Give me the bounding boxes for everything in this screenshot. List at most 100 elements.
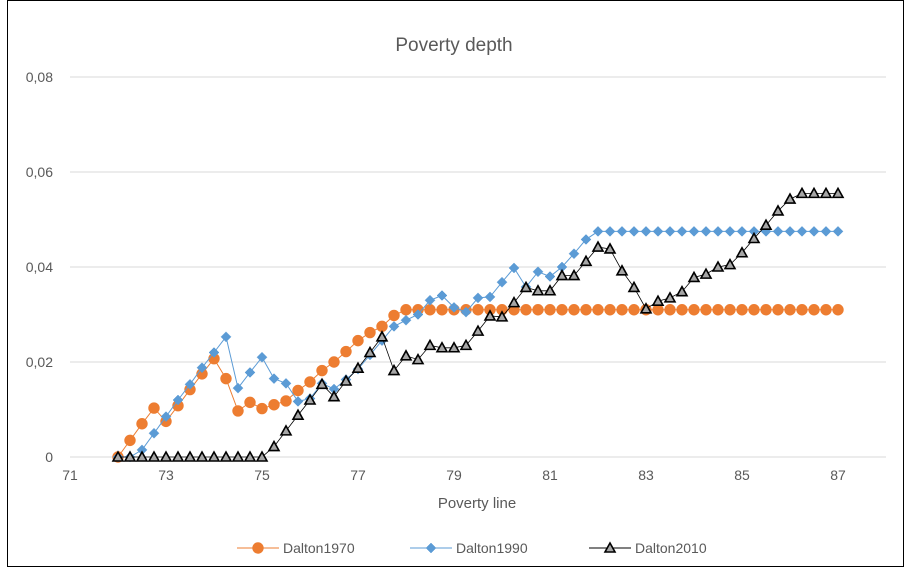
data-point xyxy=(303,393,317,405)
data-point xyxy=(364,326,376,339)
data-point xyxy=(136,418,148,430)
data-point xyxy=(196,362,208,374)
data-point xyxy=(135,450,149,462)
data-point xyxy=(819,186,833,199)
data-point xyxy=(219,450,233,462)
data-point xyxy=(435,341,449,353)
data-point xyxy=(399,349,413,361)
x-tick-label: 83 xyxy=(638,467,654,483)
data-point xyxy=(484,291,496,303)
data-point xyxy=(183,450,197,462)
legend-marker xyxy=(425,542,437,554)
data-point xyxy=(808,226,820,237)
data-point xyxy=(568,248,580,260)
y-tick-label: 0,04 xyxy=(26,259,53,275)
data-point xyxy=(291,408,305,421)
data-point xyxy=(376,320,388,333)
data-point xyxy=(700,304,712,316)
data-point xyxy=(568,304,580,316)
data-point xyxy=(591,240,605,252)
data-point xyxy=(567,268,581,281)
data-point xyxy=(375,330,389,342)
data-point xyxy=(651,294,665,307)
data-point xyxy=(759,218,773,230)
x-tick-label: 79 xyxy=(446,467,462,483)
data-point xyxy=(328,356,340,368)
data-point xyxy=(208,347,220,358)
data-point xyxy=(268,399,280,411)
data-point xyxy=(628,304,640,316)
data-point xyxy=(256,402,268,415)
chart-title: Poverty depth xyxy=(395,35,512,56)
data-point xyxy=(796,226,808,237)
x-tick-label: 75 xyxy=(254,467,270,483)
data-point xyxy=(340,345,352,358)
data-point xyxy=(207,450,221,462)
legend-item-dalton1990: Dalton1990 xyxy=(410,540,528,556)
data-point xyxy=(507,295,521,308)
data-point xyxy=(532,266,544,278)
data-point xyxy=(267,439,281,452)
data-point xyxy=(327,390,341,402)
data-point xyxy=(783,192,797,204)
data-point xyxy=(771,204,785,216)
data-point xyxy=(351,361,365,373)
data-point xyxy=(244,367,256,378)
data-point xyxy=(603,242,617,254)
data-point xyxy=(436,290,448,301)
data-point xyxy=(471,324,485,336)
legend-marker xyxy=(603,541,617,553)
x-axis-label: Poverty line xyxy=(438,495,516,512)
data-point xyxy=(195,450,209,462)
data-point xyxy=(232,405,244,417)
data-point xyxy=(615,264,629,276)
data-point xyxy=(424,294,436,306)
data-point xyxy=(820,304,832,316)
data-point xyxy=(699,267,713,279)
data-point xyxy=(400,304,412,316)
data-point xyxy=(735,246,749,258)
data-point xyxy=(280,395,292,407)
y-tick-label: 0,02 xyxy=(26,354,53,370)
data-point xyxy=(784,304,796,316)
legend-label: Dalton1990 xyxy=(456,540,528,556)
data-point xyxy=(544,304,556,316)
data-point xyxy=(795,186,809,199)
data-point xyxy=(592,226,604,237)
data-point xyxy=(220,331,232,343)
data-point xyxy=(652,226,664,237)
data-point xyxy=(423,338,437,351)
legend-label: Dalton2010 xyxy=(635,540,707,556)
data-point xyxy=(663,291,677,303)
x-tick-label: 81 xyxy=(542,467,558,483)
data-point xyxy=(592,304,604,316)
data-point xyxy=(784,226,796,237)
data-point xyxy=(400,314,412,326)
data-point xyxy=(747,231,761,244)
data-point xyxy=(628,226,640,237)
data-point xyxy=(748,304,760,316)
data-point xyxy=(796,304,808,316)
legend-label: Dalton1970 xyxy=(283,540,355,556)
data-point xyxy=(543,284,557,296)
data-point xyxy=(171,450,185,462)
data-point xyxy=(772,226,784,237)
data-point xyxy=(411,352,425,365)
data-point xyxy=(508,262,520,274)
x-tick-label: 85 xyxy=(734,467,750,483)
data-point xyxy=(712,226,724,237)
data-point xyxy=(736,226,748,237)
data-point xyxy=(736,304,748,316)
data-point xyxy=(604,226,616,237)
data-point xyxy=(495,310,509,322)
data-point xyxy=(687,270,701,283)
data-point xyxy=(388,321,400,332)
data-point xyxy=(447,341,461,353)
data-point xyxy=(579,254,593,267)
data-point xyxy=(244,396,256,409)
data-point xyxy=(664,226,676,237)
data-point xyxy=(363,345,377,358)
data-point xyxy=(556,304,568,316)
data-point xyxy=(124,434,136,447)
data-point xyxy=(279,424,293,436)
